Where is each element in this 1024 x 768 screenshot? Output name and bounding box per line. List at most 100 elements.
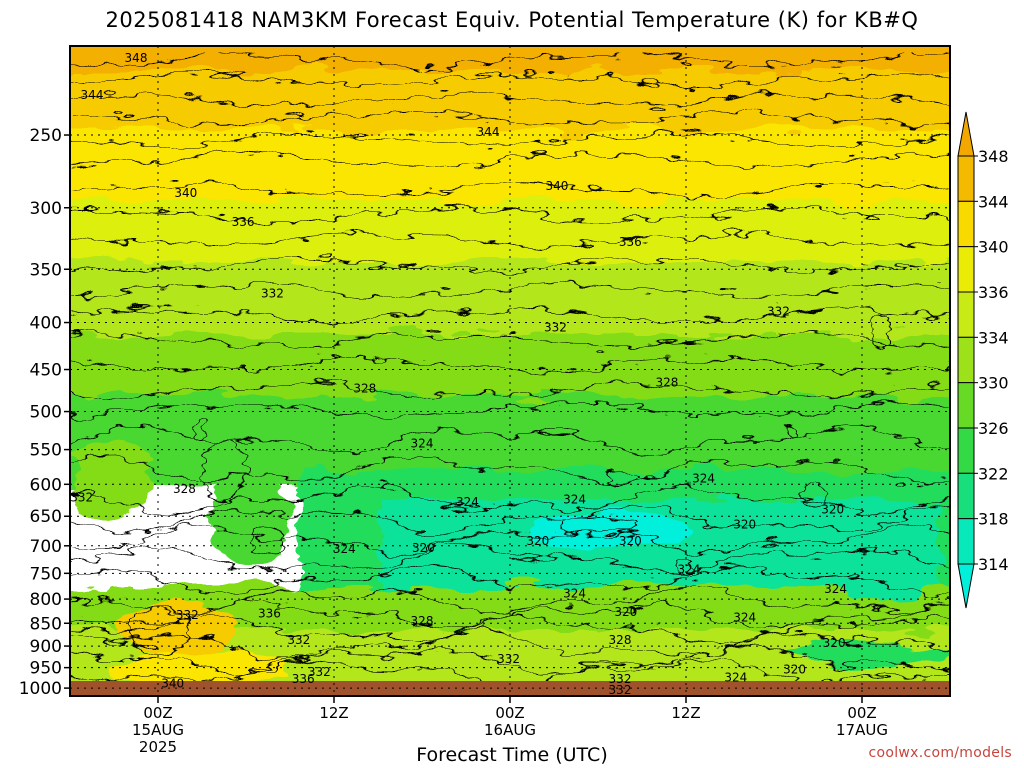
contour-label: 332: [70, 490, 93, 504]
contour-label: 320: [823, 636, 846, 650]
contour-label: 324: [692, 471, 715, 485]
contour-label: 328: [353, 382, 376, 396]
contour-closed: [802, 484, 828, 506]
contour-closed: [559, 517, 641, 535]
y-tick-label: 500: [30, 403, 62, 423]
x-tick-label: 00Z: [847, 704, 876, 722]
x-tick-label: 2025: [139, 738, 177, 756]
colorbar-segment: [957, 336, 975, 384]
colorbar-bottom-arrow: [957, 563, 975, 609]
contour-line: [70, 524, 950, 555]
colorbar-segment: [957, 246, 975, 293]
contour-line: [70, 504, 950, 535]
contour-closed: [783, 421, 797, 439]
y-tick-label: 650: [30, 507, 62, 527]
contour-line: [70, 71, 950, 89]
contour-label: 344: [477, 125, 500, 139]
colorbar: 348 344 340 336 334 330 326 322 318 314: [957, 111, 1009, 609]
colorbar-label: 314: [978, 555, 1009, 574]
contour-line: [70, 424, 950, 455]
contour-label: 332: [308, 665, 331, 679]
contour-line: [70, 564, 950, 597]
contour-label: 348: [125, 51, 148, 65]
contour-line: [70, 306, 950, 324]
contour-label: 340: [161, 676, 184, 690]
contour-label: 332: [609, 683, 632, 697]
y-axis: 250 300 350 400 450 500 550 600 650 700 750 800 850 9…: [19, 126, 70, 699]
contour-label: 324: [333, 542, 356, 556]
contour-line: [70, 545, 950, 576]
y-tick-label: 750: [30, 564, 62, 584]
contour-label: 332: [609, 672, 632, 686]
contour-line: [70, 583, 950, 616]
contour-closed: [869, 311, 891, 349]
contour-line: [70, 181, 950, 198]
contour-label: 328: [173, 482, 196, 496]
contour-label: 332: [767, 304, 790, 318]
y-tick-label: 450: [30, 361, 62, 381]
contour-line: [70, 485, 950, 516]
contour-line: [70, 52, 950, 69]
colorbar-top-arrow: [957, 111, 975, 157]
x-tick-label: 17AUG: [836, 721, 888, 739]
contour-line: [70, 331, 950, 349]
contour-label: 320: [821, 502, 844, 516]
x-tick-label: 16AUG: [484, 721, 536, 739]
y-tick-label: 850: [30, 614, 62, 634]
contour-label: 320: [526, 534, 549, 548]
colorbar-segment: [957, 200, 975, 248]
contour-closed: [676, 557, 694, 575]
colorbar-label: 344: [978, 192, 1009, 211]
contour-label: 336: [292, 672, 315, 686]
contour-line: [70, 232, 950, 249]
contour-label: 336: [258, 606, 281, 620]
colorbar-segment: [957, 518, 975, 565]
contour-label: 324: [824, 582, 847, 596]
y-tick-label: 350: [30, 260, 62, 280]
y-tick-label: 550: [30, 441, 62, 461]
contour-label: 324: [411, 437, 434, 451]
contour-closed: [129, 607, 191, 653]
colorbar-label: 330: [978, 374, 1009, 393]
y-tick-label: 300: [30, 199, 62, 219]
y-tick-label: 800: [30, 590, 62, 610]
colorbar-label: 348: [978, 147, 1009, 166]
colorbar-segment: [957, 291, 975, 338]
contour-label: 336: [232, 215, 255, 229]
contour-label: 332: [544, 320, 567, 334]
contour-label: 320: [619, 534, 642, 548]
x-tick-label: 00Z: [495, 704, 524, 722]
contour-label: 340: [545, 179, 568, 193]
contour-label: 332: [287, 633, 310, 647]
credit-link[interactable]: coolwx.com/models: [868, 745, 1012, 761]
colorbar-label: 334: [978, 328, 1009, 347]
colorbar-label: 322: [978, 464, 1009, 483]
contour-label: 320: [733, 518, 756, 532]
contour-line: [70, 206, 950, 224]
x-tick-label: 15AUG: [132, 721, 184, 739]
contour-line: [70, 151, 950, 169]
y-tick-label: 900: [30, 637, 62, 657]
colorbar-segment: [957, 427, 975, 474]
colorbar-label: 340: [978, 238, 1009, 257]
contour-line: [70, 643, 950, 677]
y-tick-label: 700: [30, 537, 62, 557]
contour-line: [70, 614, 950, 647]
x-axis-label: Forecast Time (UTC): [416, 744, 608, 766]
contour-label: 336: [619, 235, 642, 249]
contour-label: 324: [563, 587, 586, 601]
contour-line: [70, 628, 950, 661]
contour-label: 320: [412, 541, 435, 555]
y-tick-label: 250: [30, 126, 62, 146]
colorbar-segment: [957, 155, 975, 202]
contour-label: 340: [174, 186, 197, 200]
contour-closed: [251, 525, 285, 555]
contour-label: 324: [677, 563, 700, 577]
contour-label: 324: [563, 492, 586, 506]
contour-line: [70, 454, 950, 485]
contour-lines: [70, 52, 950, 689]
contour-line: [70, 600, 950, 631]
contour-label: 328: [411, 614, 434, 628]
